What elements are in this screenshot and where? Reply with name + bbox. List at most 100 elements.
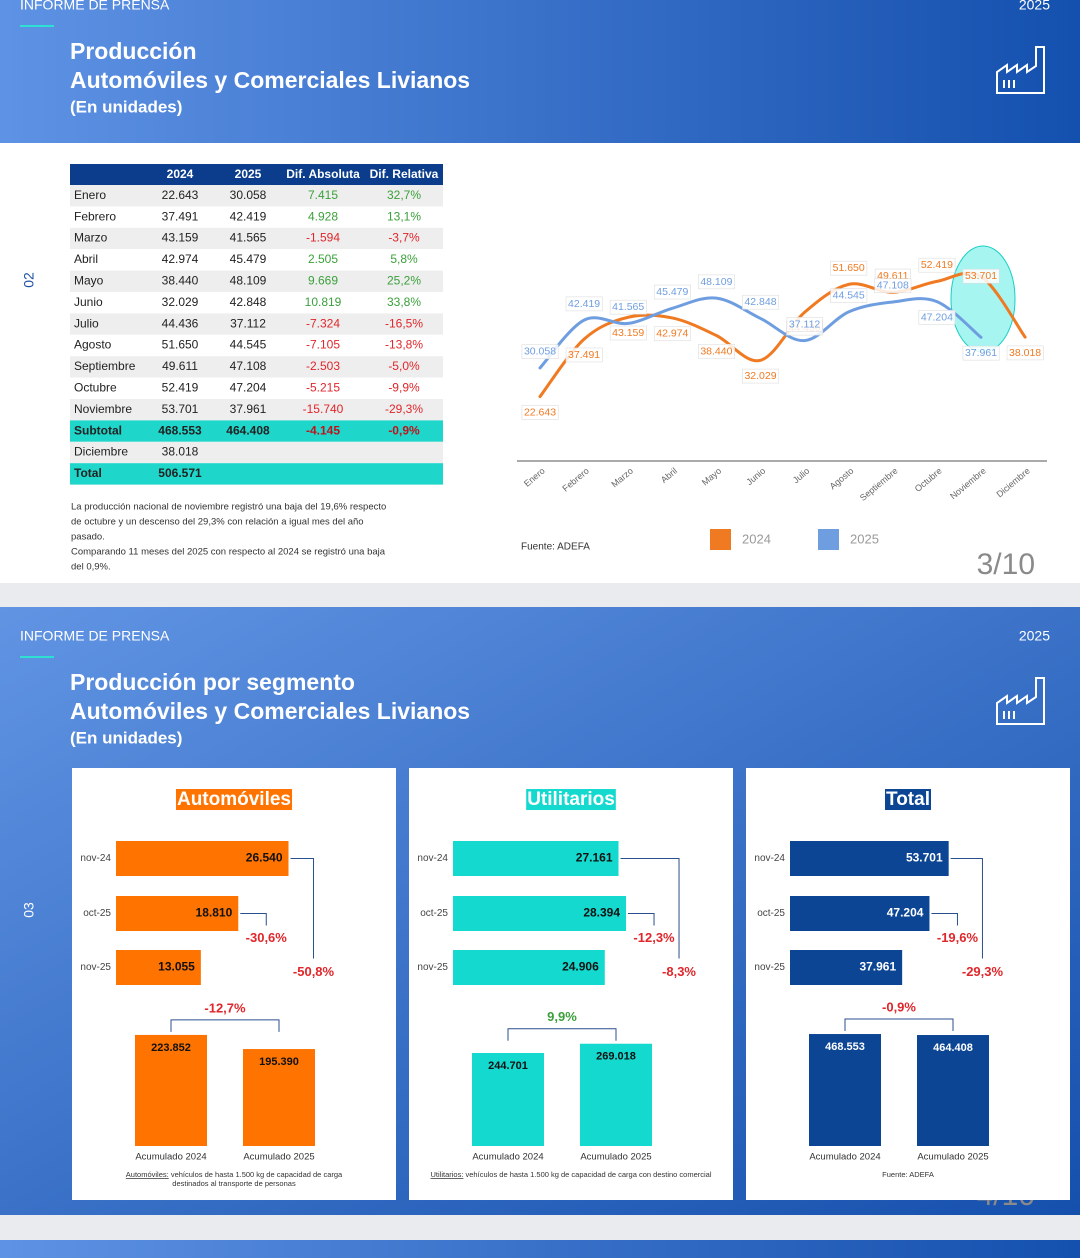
footnote: Fuente: ADEFA bbox=[882, 1170, 934, 1179]
table-cell: Junio bbox=[74, 295, 103, 309]
data-label-bg bbox=[521, 344, 559, 360]
slide-subtitle: (En unidades) bbox=[70, 97, 182, 116]
note-line: pasado. bbox=[71, 532, 105, 543]
highlight-ellipse bbox=[950, 245, 1016, 353]
page-number: 3/10 bbox=[977, 548, 1035, 581]
bracket bbox=[507, 1028, 617, 1041]
table-cell: 468.553 bbox=[158, 423, 202, 437]
connector bbox=[628, 913, 655, 926]
slide-title: Producción bbox=[70, 38, 197, 64]
category-label: nov-25 bbox=[417, 962, 448, 973]
category-label: Acumulado 2025 bbox=[917, 1152, 988, 1163]
footnote-term: Utilitarios: bbox=[430, 1170, 463, 1179]
table-cell: Septiembre bbox=[74, 359, 136, 373]
table-cell: 47.204 bbox=[230, 380, 267, 394]
data-label: 52.419 bbox=[921, 259, 953, 271]
table-cell: Marzo bbox=[74, 231, 108, 245]
table-cell: 42.848 bbox=[230, 295, 267, 309]
table-cell: 22.643 bbox=[162, 188, 199, 202]
note-line: Comparando 11 meses del 2025 con respect… bbox=[71, 547, 386, 558]
table-cell: 38.440 bbox=[162, 273, 199, 287]
legend-label: 2024 bbox=[742, 531, 771, 546]
data-label-bg bbox=[830, 288, 868, 303]
table-cell: 52.419 bbox=[162, 380, 199, 394]
data-label-bg bbox=[962, 268, 1000, 284]
data-label: 41.565 bbox=[612, 301, 644, 313]
data-label: 22.643 bbox=[524, 406, 556, 418]
section-number: 03 bbox=[21, 902, 37, 918]
category-label: oct-25 bbox=[420, 908, 448, 919]
legend-swatch bbox=[710, 529, 731, 550]
table-cell: Diciembre bbox=[74, 445, 128, 459]
table-cell: 32.029 bbox=[162, 295, 199, 309]
table-cell: 506.571 bbox=[158, 466, 202, 480]
data-label: 42.848 bbox=[744, 296, 776, 308]
data-label-bg bbox=[962, 345, 1000, 361]
change-label: -19,6% bbox=[937, 930, 979, 945]
table-cell: -1.594 bbox=[306, 231, 340, 245]
slide-title: Automóviles y Comerciales Livianos bbox=[70, 67, 470, 93]
bar bbox=[790, 896, 930, 931]
data-label: 47.204 bbox=[921, 311, 953, 323]
footnote: Automóviles: vehículos de hasta 1.500 kg… bbox=[126, 1170, 343, 1179]
line-series bbox=[538, 296, 983, 370]
slide-header-bg bbox=[0, 0, 1080, 143]
bar-value-label: 37.961 bbox=[859, 960, 896, 974]
bar-value-label: 47.204 bbox=[887, 906, 924, 920]
source: Fuente: ADEFA bbox=[521, 542, 590, 553]
bar-value-label: 27.161 bbox=[576, 851, 613, 865]
table-cell: 30.058 bbox=[230, 188, 267, 202]
table-row-bg bbox=[70, 399, 443, 421]
category-label: Acumulado 2025 bbox=[580, 1152, 651, 1163]
category-label: nov-25 bbox=[754, 962, 785, 973]
table-cell: 9.669 bbox=[308, 273, 338, 287]
table-cell: Agosto bbox=[74, 338, 112, 352]
table-cell: 42.419 bbox=[230, 209, 267, 223]
note-line: del 0,9%. bbox=[71, 562, 111, 573]
table-row-bg bbox=[70, 334, 443, 357]
data-label: 53.701 bbox=[965, 270, 997, 282]
data-label-bg bbox=[698, 274, 735, 290]
data-label: 44.545 bbox=[833, 290, 865, 302]
table-cell: Abril bbox=[74, 252, 98, 266]
change-label: -8,3% bbox=[662, 964, 696, 979]
bar-value-label: 18.810 bbox=[196, 906, 233, 920]
data-label: 45.479 bbox=[656, 286, 688, 298]
category-label: Acumulado 2024 bbox=[135, 1152, 206, 1163]
table-cell: Mayo bbox=[74, 273, 104, 287]
report-year: 2025 bbox=[1019, 0, 1050, 13]
data-label-bg bbox=[653, 326, 691, 342]
data-label: 37.961 bbox=[965, 347, 997, 359]
factory-windows bbox=[1003, 711, 1015, 719]
table-cell: 47.108 bbox=[230, 359, 267, 373]
bracket bbox=[844, 1018, 954, 1032]
change-label: -12,3% bbox=[633, 930, 675, 945]
bar bbox=[453, 896, 627, 931]
category-label: nov-24 bbox=[417, 853, 448, 864]
connector bbox=[950, 858, 983, 959]
data-label: 48.109 bbox=[700, 276, 732, 288]
table-cell: 44.545 bbox=[230, 338, 267, 352]
bar-value-label: 244.701 bbox=[488, 1060, 528, 1072]
table-cell: 37.112 bbox=[230, 316, 266, 330]
footnote: destinados al transporte de personas bbox=[172, 1179, 296, 1188]
change-label: -12,7% bbox=[204, 1000, 246, 1015]
report-year: 2025 bbox=[1019, 628, 1050, 644]
category-label: Acumulado 2024 bbox=[472, 1152, 543, 1163]
table-cell: -15.740 bbox=[303, 402, 344, 416]
table-cell: -0,9% bbox=[388, 423, 420, 437]
data-label-bg bbox=[786, 317, 823, 332]
bar bbox=[243, 1049, 315, 1146]
bar-value-label: 464.408 bbox=[933, 1042, 973, 1054]
change-label: -30,6% bbox=[246, 930, 288, 945]
bar bbox=[790, 841, 949, 876]
report-label: INFORME DE PRENSA bbox=[20, 0, 170, 13]
bar bbox=[453, 950, 605, 985]
category-label: Acumulado 2024 bbox=[809, 1152, 880, 1163]
data-label-bg bbox=[565, 296, 603, 312]
table-cell: 45.479 bbox=[230, 252, 267, 266]
note-line: de octubre y un descenso del 29,3% con r… bbox=[71, 517, 364, 528]
footnote: Utilitarios: vehículos de hasta 1.500 kg… bbox=[430, 1170, 711, 1179]
